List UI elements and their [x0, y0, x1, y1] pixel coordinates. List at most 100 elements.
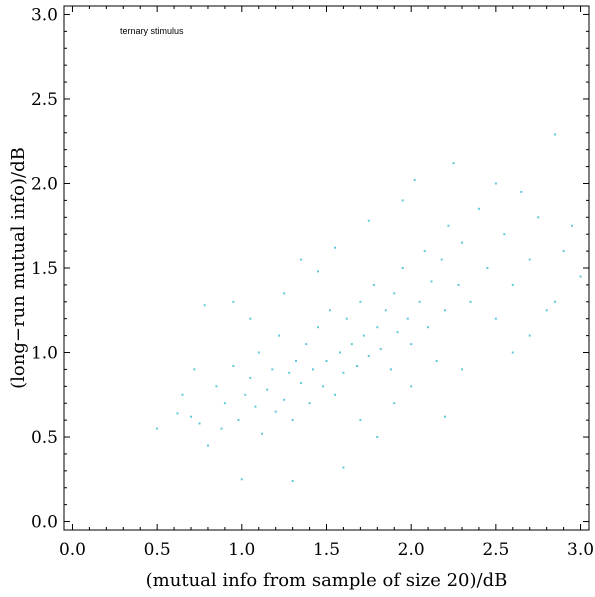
data-point [257, 351, 260, 354]
data-point [291, 480, 294, 482]
data-point [452, 162, 455, 165]
y-minor-ticks [64, 30, 589, 506]
data-point [266, 388, 269, 391]
data-point [494, 317, 497, 320]
data-point [393, 402, 396, 405]
data-point [367, 354, 370, 357]
annotation-label: ternary stimulus [120, 26, 184, 36]
data-point [325, 360, 328, 362]
data-point [237, 419, 240, 422]
data-point [300, 258, 303, 261]
data-point [362, 334, 365, 337]
data-point [554, 133, 557, 136]
data-point [317, 270, 319, 273]
data-point [379, 348, 382, 351]
data-point [232, 300, 235, 303]
data-point [444, 415, 446, 418]
x-tick-label: 1.5 [313, 540, 340, 560]
data-point [440, 258, 443, 261]
data-point [334, 246, 336, 249]
data-point [350, 343, 353, 346]
data-point [240, 478, 243, 481]
data-point [457, 283, 460, 286]
data-point [203, 304, 206, 307]
x-axis-title: (mutual info from sample of size 20)/dB [146, 570, 508, 591]
data-point [207, 444, 209, 447]
y-tick-label: 3.0 [31, 5, 58, 25]
data-point [317, 326, 319, 329]
data-point [244, 393, 247, 396]
data-point [249, 376, 252, 379]
data-point [176, 412, 179, 415]
data-point [435, 360, 438, 362]
data-point [418, 300, 421, 303]
y-tick-label: 2.5 [31, 90, 58, 110]
data-point [308, 402, 311, 405]
data-point [328, 309, 331, 312]
y-axis-ticks: 0.0 0.5 1.0 1.5 2.0 2.5 3.0 [31, 5, 589, 533]
data-point [461, 368, 463, 371]
data-point [312, 368, 314, 371]
x-tick-label: 1.0 [228, 540, 255, 560]
y-tick-label: 0.5 [31, 428, 58, 448]
y-tick-label: 2.0 [31, 174, 58, 194]
data-point [345, 317, 348, 320]
data-points [156, 133, 582, 482]
data-point [410, 343, 413, 346]
plot-frame [63, 5, 590, 531]
data-point [376, 436, 379, 438]
x-axis-ticks: 0.0 0.5 1.0 1.5 2.0 2.5 3.0 [59, 6, 594, 560]
data-point [359, 419, 362, 422]
data-point [215, 385, 218, 388]
data-point [486, 267, 489, 269]
data-point [359, 300, 362, 303]
data-point [295, 360, 297, 362]
data-point [305, 343, 308, 346]
data-point [427, 326, 430, 329]
data-point [274, 410, 277, 413]
data-point [249, 317, 252, 320]
data-point [288, 371, 291, 374]
data-point [254, 405, 257, 408]
data-point [342, 371, 345, 374]
data-point [339, 351, 341, 354]
data-point [198, 422, 201, 425]
x-tick-label: 0.0 [59, 540, 86, 560]
x-minor-ticks [88, 6, 565, 530]
data-point [520, 190, 523, 193]
y-axis-title: (long−run mutual info)/dB [8, 147, 29, 389]
data-point [537, 216, 540, 219]
data-point [571, 224, 574, 227]
data-point [223, 402, 226, 405]
data-point [181, 393, 184, 396]
data-point [334, 393, 336, 396]
y-tick-label: 1.5 [31, 259, 58, 279]
y-tick-label: 1.0 [31, 344, 58, 364]
data-point [278, 334, 281, 337]
data-point [271, 368, 274, 371]
data-point [283, 292, 286, 295]
data-point [322, 385, 325, 388]
data-point [528, 258, 531, 261]
data-point [413, 179, 416, 182]
data-point [389, 368, 392, 371]
data-point [220, 427, 223, 430]
x-tick-label: 2.5 [482, 540, 509, 560]
data-point [494, 182, 497, 185]
x-tick-label: 0.5 [144, 540, 171, 560]
data-point [156, 427, 159, 430]
data-point [528, 334, 531, 337]
x-tick-label: 2.0 [398, 540, 425, 560]
data-point [193, 368, 196, 371]
data-point [401, 199, 404, 202]
data-point [232, 365, 235, 367]
y-tick-label: 0.0 [31, 513, 58, 533]
data-point [562, 250, 565, 253]
data-point [461, 241, 463, 244]
data-point [469, 300, 472, 303]
data-point [401, 267, 404, 269]
data-point [511, 351, 514, 354]
data-point [503, 233, 506, 236]
data-point [384, 309, 387, 312]
